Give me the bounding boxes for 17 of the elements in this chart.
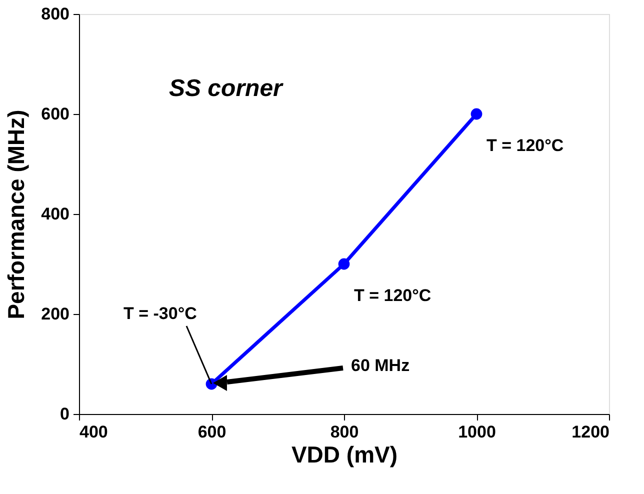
y-tick-label: 200 [41,304,70,324]
annotation: T = 120°C [486,136,564,155]
annotation: T = -30°C [124,304,197,323]
y-axis-title: Performance (MHz) [3,110,30,320]
x-axis-title: VDD (mV) [291,442,398,468]
y-tick-label: 400 [41,204,70,224]
y-tick-label: 800 [41,4,70,24]
y-tick-label: 600 [41,104,70,124]
x-tick-label: 800 [330,422,359,442]
x-tick-label: 1200 [572,422,610,442]
annotation: SS corner [169,75,284,102]
x-tick-label: 400 [80,422,108,442]
annotation: T = 120°C [354,286,432,305]
x-tick-label: 600 [198,422,226,442]
y-tick-label: 0 [60,404,70,424]
x-tick-label: 1000 [458,422,496,442]
annotation: 60 MHz [351,356,410,375]
